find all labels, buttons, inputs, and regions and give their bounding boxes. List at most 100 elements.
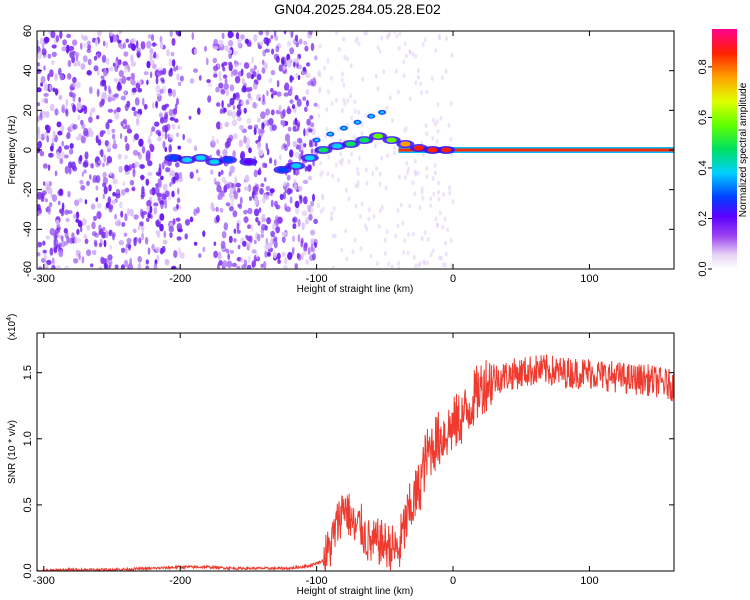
noise-dot [39, 37, 44, 45]
noise-dot [258, 31, 264, 36]
noise-dot [219, 108, 223, 115]
colorbar-tick-label: 0.8 [697, 59, 709, 74]
noise-dot [48, 126, 52, 131]
noise-dot [318, 72, 322, 78]
noise-dot [364, 167, 368, 173]
noise-dot [127, 43, 134, 49]
noise-dot [107, 254, 113, 261]
noise-dot [47, 188, 53, 195]
noise-dot [72, 39, 78, 46]
noise-dot [303, 40, 308, 46]
noise-dot [266, 148, 270, 156]
noise-dot [412, 231, 415, 237]
noise-dot [358, 214, 362, 219]
noise-dot [120, 210, 124, 218]
noise-dot [118, 165, 123, 173]
noise-dot [290, 31, 294, 39]
noise-dot [61, 202, 65, 211]
noise-dot [67, 161, 73, 169]
noise-dot [246, 241, 252, 247]
noise-dot [147, 139, 152, 144]
noise-dot [165, 123, 171, 131]
noise-dot [132, 228, 137, 233]
noise-dot [235, 182, 241, 188]
noise-dot [246, 264, 252, 269]
noise-dot [97, 31, 102, 37]
noise-dot [211, 135, 215, 144]
noise-dot [60, 235, 64, 242]
noise-dot [43, 262, 48, 269]
noise-dot [46, 180, 50, 189]
noise-dot [349, 63, 353, 69]
noise-dot [396, 223, 400, 229]
noise-dot [340, 157, 344, 163]
noise-dot [240, 257, 244, 263]
noise-dot [436, 128, 440, 134]
noise-dot [354, 38, 358, 44]
noise-dot [173, 250, 178, 259]
noise-dot [228, 192, 233, 199]
noise-dot [228, 134, 234, 142]
noise-dot [37, 191, 43, 200]
noise-dot [137, 255, 142, 263]
noise-dot [128, 262, 133, 269]
noise-dot [443, 262, 447, 268]
noise-dot [243, 107, 247, 114]
noise-dot [186, 137, 192, 144]
noise-dot [266, 38, 269, 46]
noise-dot [265, 31, 270, 36]
noise-dot [204, 45, 207, 52]
noise-dot [294, 117, 298, 126]
noise-dot [126, 208, 130, 216]
noise-dot [146, 60, 151, 69]
noise-dot [60, 124, 65, 132]
noise-dot [55, 219, 60, 225]
noise-dot [307, 175, 313, 181]
noise-dot [437, 189, 440, 195]
noise-dot [237, 70, 243, 77]
noise-dot [301, 222, 305, 231]
noise-dot [238, 139, 244, 148]
noise-dot [439, 255, 443, 261]
noise-dot [52, 87, 56, 93]
noise-dot [242, 77, 245, 85]
noise-dot [37, 102, 41, 107]
noise-dot [276, 91, 282, 97]
noise-dot [120, 95, 127, 101]
colorbar-tick-label: 0.4 [697, 160, 709, 175]
noise-dot [213, 73, 218, 78]
noise-dot [147, 171, 153, 177]
noise-dot [279, 154, 282, 161]
noise-dot [305, 216, 310, 225]
noise-dot [63, 228, 68, 234]
noise-dot [77, 220, 83, 225]
noise-dot [172, 171, 175, 178]
noise-dot [49, 103, 55, 112]
noise-dot [217, 263, 220, 269]
noise-dot [231, 110, 237, 119]
noise-dot [159, 113, 163, 118]
noise-dot [280, 110, 285, 120]
noise-dot [37, 62, 40, 67]
noise-dot [436, 102, 440, 108]
noise-dot [448, 185, 452, 191]
noise-dot [163, 230, 167, 239]
noise-dot [215, 206, 219, 212]
noise-dot [51, 194, 58, 202]
noise-dot [71, 55, 76, 64]
noise-dot [131, 106, 136, 111]
noise-dot [297, 64, 303, 70]
noise-dot [171, 123, 176, 130]
noise-dot [444, 68, 448, 74]
noise-dot [125, 38, 129, 43]
noise-dot [292, 223, 297, 230]
noise-dot [269, 157, 273, 164]
noise-dot [162, 85, 167, 94]
noise-dot [394, 69, 398, 74]
noise-dot [421, 152, 425, 158]
noise-dot [218, 76, 222, 82]
noise-dot [51, 60, 55, 66]
noise-dot [149, 205, 153, 214]
snr-x-axis-label: Height of straight line (km) [297, 586, 414, 597]
noise-dot [340, 247, 344, 253]
